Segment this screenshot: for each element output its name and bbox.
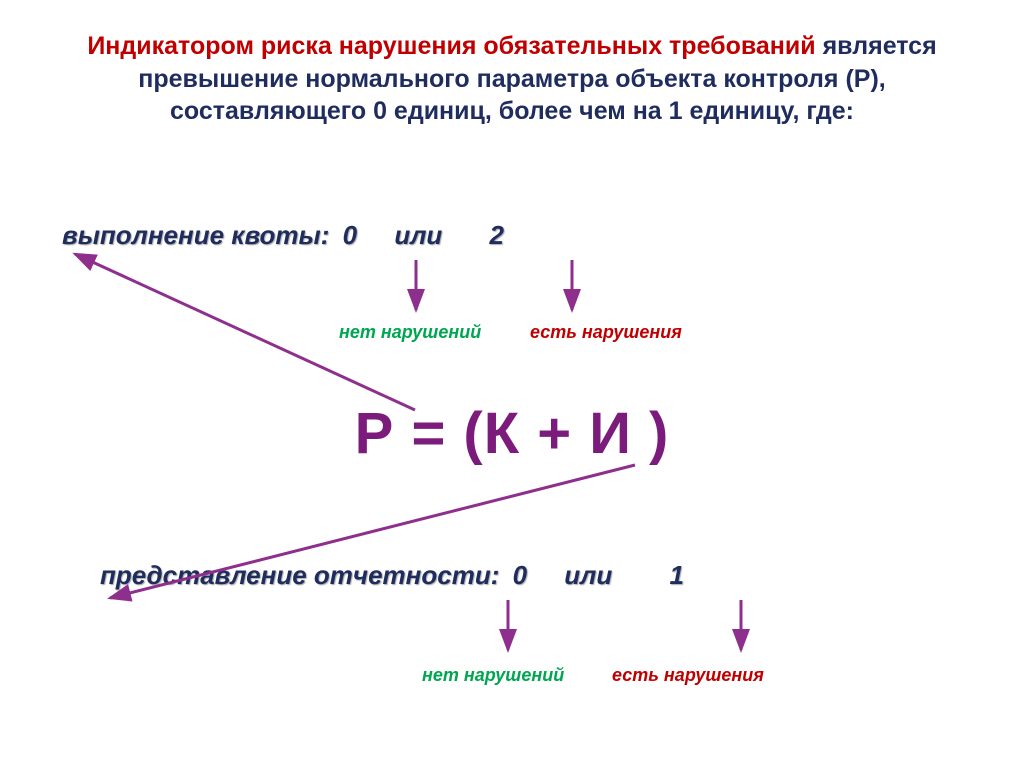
no-violations-top: нет нарушений (339, 322, 481, 343)
report-or: или (564, 560, 612, 590)
yes-violations-top: есть нарушения (530, 322, 682, 343)
report-line: представление отчетности: 0 или 1 (100, 560, 684, 591)
no-violations-bot: нет нарушений (422, 665, 564, 686)
header-line1: Индикатором риска нарушения обязательных… (87, 32, 815, 60)
report-val0: 0 (513, 560, 527, 590)
report-val1: 1 (669, 560, 683, 590)
report-label: представление отчетности: (100, 560, 499, 590)
quota-or: или (394, 220, 442, 250)
quota-val2: 2 (490, 220, 504, 250)
quota-val0: 0 (343, 220, 357, 250)
header: Индикатором риска нарушения обязательных… (0, 0, 1024, 148)
formula: Р = (К + И ) (0, 400, 1024, 467)
quota-label: выполнение квоты: (62, 220, 329, 250)
quota-line: выполнение квоты: 0 или 2 (62, 220, 504, 251)
yes-violations-bot: есть нарушения (612, 665, 764, 686)
